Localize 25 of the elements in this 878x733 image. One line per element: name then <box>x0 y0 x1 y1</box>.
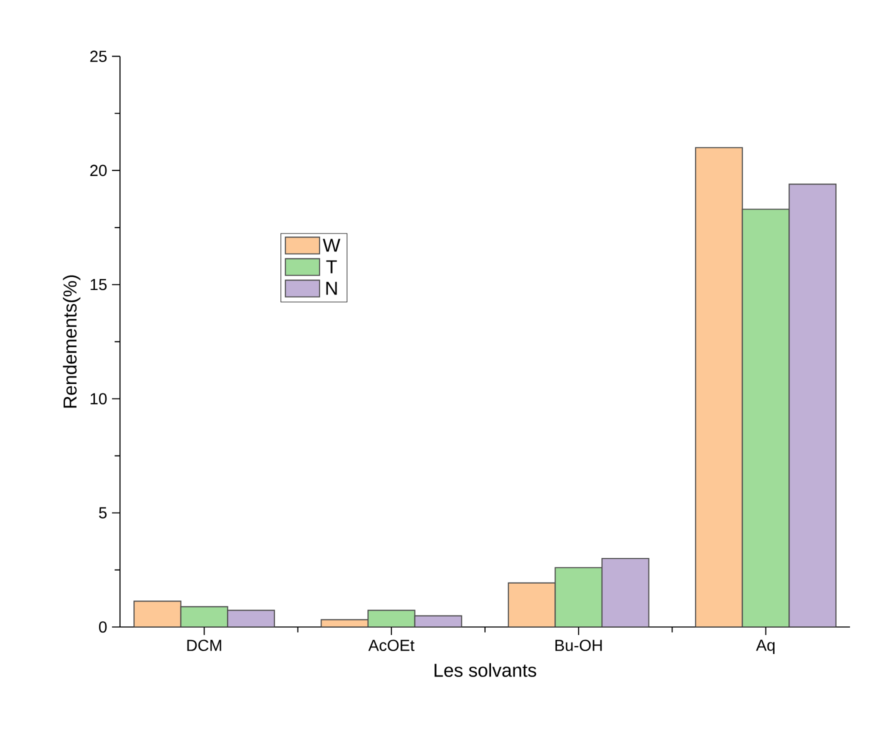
y-tick-label: 20 <box>90 164 107 176</box>
bar <box>788 184 836 627</box>
x-tick-label: AcOEt <box>368 640 414 652</box>
bar <box>601 558 650 627</box>
bar <box>367 610 416 627</box>
bar <box>695 147 743 627</box>
bar <box>180 606 228 627</box>
y-tick-label: 15 <box>90 279 107 290</box>
bar <box>508 582 556 627</box>
x-tick-label: Aq <box>756 640 775 654</box>
bar <box>134 600 182 627</box>
y-tick-label: 25 <box>90 50 107 62</box>
y-tick-label: 0 <box>99 621 107 633</box>
bar <box>554 567 603 627</box>
x-tick-label: Bu-OH <box>555 640 602 652</box>
y-axis-title: Rendements(%) <box>62 275 80 408</box>
x-tick-label: DCM <box>187 640 222 652</box>
legend-label: T <box>326 260 337 274</box>
legend-label: W <box>322 238 340 252</box>
x-axis-title: Les solvants <box>434 663 536 677</box>
y-tick-label: 5 <box>99 507 107 518</box>
legend-label: N <box>326 282 337 295</box>
bar <box>227 610 275 627</box>
y-tick-label: 10 <box>90 393 107 404</box>
bar <box>742 208 790 627</box>
